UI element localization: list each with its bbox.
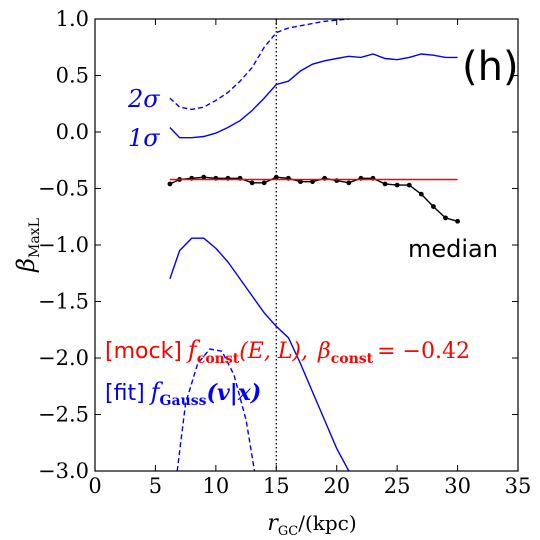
x-tick-label: 25 bbox=[384, 474, 411, 498]
series-upper-2-sigma bbox=[169, 19, 349, 111]
median-point bbox=[201, 174, 207, 180]
x-tick-label: 20 bbox=[323, 474, 350, 498]
plot-area bbox=[95, 19, 518, 471]
median-point bbox=[298, 179, 303, 185]
ticks-layer: 0 5 10 15 20 25 30 35 1.0 0.5 0.0 −0.5 −1.0 −1.5 −2.0 −… bbox=[38, 7, 531, 498]
y-tick-label: 0.0 bbox=[56, 120, 89, 144]
median-point bbox=[394, 182, 400, 188]
two-sigma-label: 2σ bbox=[127, 85, 160, 113]
y-tick-label: −2.0 bbox=[38, 346, 89, 370]
y-tick-label: −1.0 bbox=[38, 233, 89, 257]
x-tick-label: 0 bbox=[88, 474, 101, 498]
fit-legend: [fit] fGauss(v|x) bbox=[105, 378, 261, 409]
y-tick-label: −2.5 bbox=[38, 403, 89, 427]
median-point bbox=[418, 191, 424, 197]
x-axis-title: rGC/(kpc) bbox=[267, 511, 356, 539]
x-tick-label: 15 bbox=[263, 474, 290, 498]
series-lower-2-sigma bbox=[176, 348, 256, 471]
median-point bbox=[167, 181, 173, 187]
median-label: median bbox=[408, 235, 498, 263]
x-tick-label: 30 bbox=[444, 474, 471, 498]
y-tick-label: −3.0 bbox=[38, 459, 89, 483]
mock-legend: [mock] fconst(E, L), βconst = −0.42 bbox=[105, 336, 470, 367]
median-point bbox=[406, 182, 412, 188]
median-point bbox=[443, 215, 448, 221]
panel-label: (h) bbox=[462, 44, 519, 90]
series-upper-1-sigma bbox=[169, 53, 458, 139]
y-axis-title: βMaxL bbox=[12, 218, 43, 273]
x-tick-label: 35 bbox=[505, 474, 532, 498]
y-tick-label: −1.5 bbox=[38, 290, 89, 314]
x-tick-label: 10 bbox=[202, 474, 229, 498]
y-tick-label: 1.0 bbox=[56, 7, 89, 31]
median-point bbox=[310, 179, 315, 185]
median-point bbox=[249, 180, 255, 186]
one-sigma-label: 1σ bbox=[128, 124, 160, 152]
median-point bbox=[382, 181, 388, 187]
y-tick-label: −0.5 bbox=[38, 177, 89, 201]
series-lower-1-sigma bbox=[169, 237, 350, 471]
x-tick-label: 5 bbox=[149, 474, 162, 498]
median-point bbox=[273, 174, 279, 180]
y-tick-label: 0.5 bbox=[56, 64, 89, 88]
median-point bbox=[455, 218, 460, 224]
median-point bbox=[346, 180, 352, 186]
series-layer bbox=[167, 19, 460, 471]
median-point bbox=[261, 180, 267, 186]
median-point bbox=[431, 204, 436, 209]
